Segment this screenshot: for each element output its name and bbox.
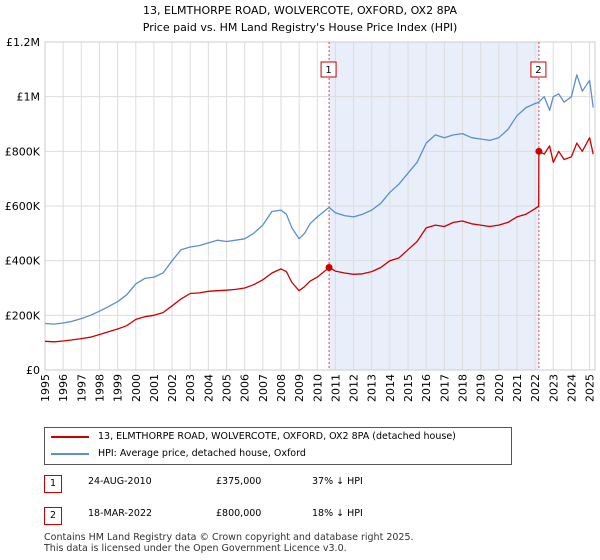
x-tick-label: 2019 <box>475 374 488 402</box>
x-tick-label: 2013 <box>366 374 379 402</box>
x-tick-label: 2006 <box>239 374 252 402</box>
sale-marker-badge <box>320 61 337 78</box>
sale-date: 24-AUG-2010 <box>88 476 152 487</box>
property-series-line <box>44 137 594 343</box>
sale-marker-badge <box>530 61 547 78</box>
x-tick-label: 2003 <box>184 374 197 402</box>
legend-swatch-hpi <box>51 453 89 455</box>
x-tick-label: 2018 <box>456 374 469 402</box>
x-tick-label: 2016 <box>420 374 433 402</box>
sale-badge: 1 <box>44 475 62 493</box>
sale-marker-label: 1 <box>325 65 331 76</box>
x-tick-label: 2017 <box>438 374 451 402</box>
y-tick-label: £1M <box>17 91 41 104</box>
y-tick-label: £1.2M <box>6 36 40 49</box>
legend-label-property: 13, ELMTHORPE ROAD, WOLVERCOTE, OXFORD, … <box>98 431 456 442</box>
sale-hpi-diff: 18% ↓ HPI <box>312 508 363 519</box>
sale-date: 18-MAR-2022 <box>88 508 153 519</box>
chart-title: 13, ELMTHORPE ROAD, WOLVERCOTE, OXFORD, … <box>143 4 458 17</box>
x-tick-label: 1998 <box>93 374 106 402</box>
x-tick-label: 1999 <box>112 374 125 402</box>
y-tick-label: £600K <box>5 200 41 213</box>
x-tick-label: 1996 <box>57 374 70 402</box>
sale-badge: 2 <box>44 507 62 525</box>
plot-frame <box>44 41 596 371</box>
footer-line-1: Contains HM Land Registry data © Crown c… <box>44 532 414 543</box>
legend-swatch-property <box>51 436 89 438</box>
y-tick-label: £200K <box>5 309 41 322</box>
x-tick-label: 1997 <box>75 374 88 402</box>
x-tick-label: 2005 <box>221 374 234 402</box>
x-tick-label: 2012 <box>348 374 361 402</box>
x-tick-label: 1995 <box>39 374 52 402</box>
sale-point <box>325 264 333 271</box>
x-tick-label: 2008 <box>275 374 288 402</box>
x-tick-label: 2010 <box>311 374 324 402</box>
x-tick-label: 2009 <box>293 374 306 402</box>
legend-label-hpi: HPI: Average price, detached house, Oxfo… <box>98 448 306 459</box>
x-tick-label: 2001 <box>148 374 161 402</box>
x-tick-label: 2000 <box>130 374 143 402</box>
x-tick-label: 2015 <box>402 374 415 402</box>
sale-price: £800,000 <box>216 508 262 519</box>
footer-line-2: This data is licensed under the Open Gov… <box>44 543 347 554</box>
y-tick-label: £400K <box>5 255 41 268</box>
x-tick-label: 2025 <box>584 374 597 402</box>
footer: Contains HM Land Registry data © Crown c… <box>44 532 414 554</box>
x-tick-label: 2024 <box>565 374 578 402</box>
hpi-series-line <box>44 74 594 325</box>
x-tick-label: 2022 <box>529 374 542 402</box>
sale-point <box>535 147 543 155</box>
x-tick-label: 2011 <box>329 374 342 402</box>
x-tick-label: 2020 <box>493 374 506 402</box>
legend: 13, ELMTHORPE ROAD, WOLVERCOTE, OXFORD, … <box>44 427 512 465</box>
y-tick-label: £800K <box>5 145 41 158</box>
sale-price: £375,000 <box>216 476 262 487</box>
x-tick-label: 2023 <box>547 374 560 402</box>
x-tick-label: 2004 <box>202 374 215 402</box>
x-tick-label: 2014 <box>384 374 397 402</box>
x-tick-label: 2007 <box>257 374 270 402</box>
price-chart: 13, ELMTHORPE ROAD, WOLVERCOTE, OXFORD, … <box>5 4 597 402</box>
x-tick-label: 2021 <box>511 374 524 402</box>
y-tick-label: £0 <box>26 364 40 377</box>
chart-subtitle: Price paid vs. HM Land Registry's House … <box>143 21 458 34</box>
x-tick-label: 2002 <box>166 374 179 402</box>
sale-marker-label: 2 <box>535 65 541 76</box>
sale-hpi-diff: 37% ↓ HPI <box>312 476 363 487</box>
